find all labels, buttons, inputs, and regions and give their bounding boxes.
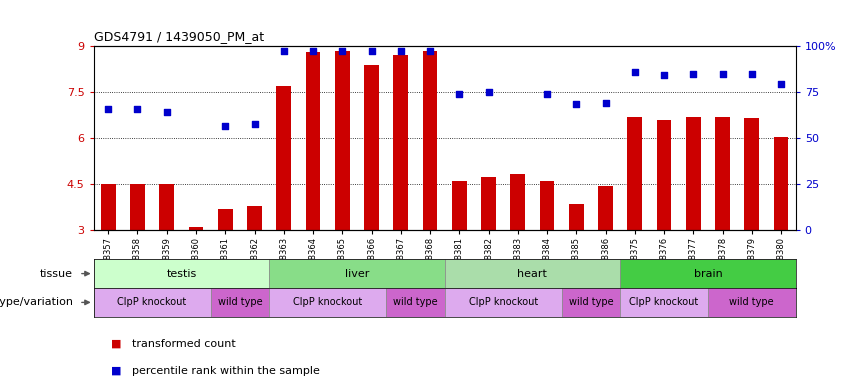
Bar <box>444 259 620 288</box>
Text: ClpP knockout: ClpP knockout <box>117 297 186 308</box>
Point <box>569 101 583 108</box>
Bar <box>159 184 174 230</box>
Point <box>160 109 174 115</box>
Bar <box>364 65 379 230</box>
Text: transformed count: transformed count <box>132 339 236 349</box>
Point <box>101 106 115 112</box>
Point <box>335 48 349 54</box>
Bar <box>94 259 269 288</box>
Bar <box>277 86 291 230</box>
Point <box>306 48 320 54</box>
Bar <box>511 174 525 230</box>
Text: heart: heart <box>517 268 547 279</box>
Point <box>599 100 613 106</box>
Text: brain: brain <box>694 268 722 279</box>
Point <box>540 91 554 97</box>
Bar <box>211 288 269 317</box>
Point <box>394 48 408 54</box>
Point <box>628 69 642 75</box>
Bar <box>306 52 320 230</box>
Text: percentile rank within the sample: percentile rank within the sample <box>132 366 320 376</box>
Text: ■: ■ <box>111 339 124 349</box>
Bar <box>598 186 613 230</box>
Bar <box>686 117 700 230</box>
Text: GDS4791 / 1439050_PM_at: GDS4791 / 1439050_PM_at <box>94 30 264 43</box>
Bar <box>247 206 262 230</box>
Point <box>745 71 758 77</box>
Point <box>657 72 671 78</box>
Text: genotype/variation: genotype/variation <box>0 297 73 308</box>
Text: wild type: wild type <box>729 297 774 308</box>
Text: liver: liver <box>345 268 369 279</box>
Text: tissue: tissue <box>40 268 73 279</box>
Bar <box>101 184 116 230</box>
Bar <box>269 288 386 317</box>
Bar <box>130 184 145 230</box>
Text: wild type: wild type <box>393 297 437 308</box>
Point <box>687 71 700 77</box>
Text: testis: testis <box>166 268 197 279</box>
Bar <box>481 177 496 230</box>
Bar <box>774 137 788 230</box>
Text: ClpP knockout: ClpP knockout <box>630 297 699 308</box>
Bar <box>452 181 466 230</box>
Bar <box>620 288 708 317</box>
Text: ClpP knockout: ClpP knockout <box>469 297 538 308</box>
Point <box>131 106 145 112</box>
Point <box>482 89 495 95</box>
Bar <box>189 227 203 230</box>
Bar <box>715 117 730 230</box>
Bar <box>708 288 796 317</box>
Point <box>277 48 290 54</box>
Bar <box>657 120 671 230</box>
Text: wild type: wild type <box>218 297 262 308</box>
Bar <box>269 259 445 288</box>
Bar <box>393 55 408 230</box>
Bar <box>620 259 796 288</box>
Bar <box>569 204 584 230</box>
Bar <box>423 51 437 230</box>
Point <box>774 81 788 88</box>
Text: ■: ■ <box>111 366 124 376</box>
Point <box>716 71 729 77</box>
Bar <box>562 288 620 317</box>
Bar <box>627 117 643 230</box>
Point <box>453 91 466 97</box>
Bar <box>335 51 350 230</box>
Bar <box>386 288 445 317</box>
Bar <box>94 288 211 317</box>
Point <box>248 121 261 127</box>
Point <box>423 48 437 54</box>
Text: ClpP knockout: ClpP knockout <box>293 297 363 308</box>
Bar <box>444 288 562 317</box>
Point <box>365 48 379 54</box>
Bar <box>540 181 554 230</box>
Point <box>219 123 232 129</box>
Text: wild type: wild type <box>568 297 614 308</box>
Bar <box>218 209 232 230</box>
Bar <box>745 118 759 230</box>
